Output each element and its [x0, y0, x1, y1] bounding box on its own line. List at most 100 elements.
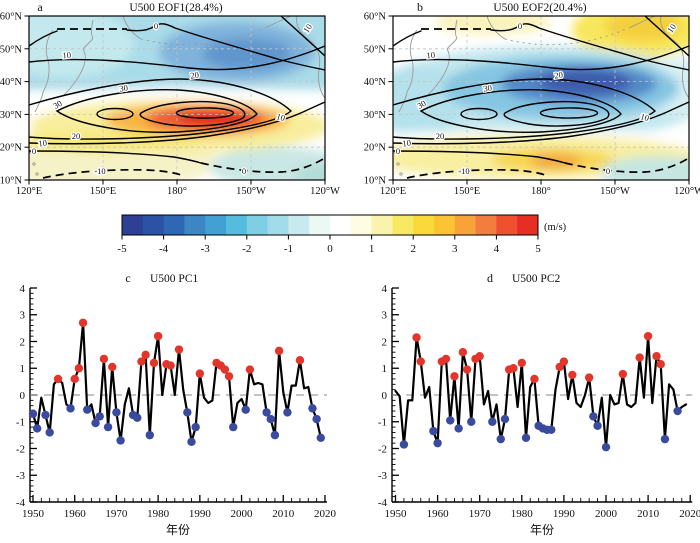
x-tick-label: 1990	[553, 508, 576, 520]
map-y-tick-label: 10°N	[0, 176, 22, 187]
contour-label: 20	[72, 131, 81, 141]
map-y-tick-label: 10°N	[364, 176, 387, 187]
y-tick-label: -4	[378, 497, 388, 509]
contour-label: 0	[242, 166, 246, 176]
colorbar-segment	[205, 215, 227, 235]
negative-anomaly-dot	[270, 430, 280, 440]
contour-label: 10	[426, 50, 435, 61]
map-y-tick-label: 40°N	[0, 77, 22, 88]
colorbar-segment	[434, 215, 456, 235]
colorbar-segment	[330, 215, 352, 235]
negative-anomaly-dot	[429, 426, 438, 436]
colorbar-unit: (m/s)	[544, 222, 567, 233]
negative-anomaly-dot	[133, 413, 142, 422]
positive-anomaly-dot	[99, 354, 109, 364]
positive-anomaly-dot	[530, 374, 539, 384]
map-x-tick-label: 120°E	[16, 186, 42, 197]
negative-anomaly-dot	[500, 414, 510, 424]
colorbar-segment	[226, 215, 248, 235]
positive-anomaly-dot	[245, 365, 255, 374]
map-y-tick-label: 60°N	[0, 12, 22, 23]
map-y-tick-label: 50°N	[364, 44, 387, 55]
contour-label: 20	[554, 69, 564, 80]
colorbar-segment	[163, 215, 185, 235]
negative-anomaly-dot	[660, 434, 670, 444]
negative-anomaly-dot	[191, 422, 200, 432]
y-tick-label: -4	[16, 497, 26, 509]
positive-anomaly-dot	[450, 372, 459, 381]
negative-anomaly-dot	[241, 405, 250, 414]
map-b-axes: 120°E 150°E 180° 150°W 120°W 60°N 50°N 40°N 30°N…	[364, 12, 700, 198]
y-tick-label: -1	[378, 417, 387, 429]
colorbar-segment	[371, 215, 393, 235]
negative-anomaly-dot	[521, 433, 531, 442]
positive-anomaly-dot	[416, 357, 425, 366]
negative-anomaly-dot	[316, 433, 325, 442]
x-tick-label: 2010	[637, 508, 660, 520]
contour-label: 0	[396, 146, 400, 156]
colorbar: -5 -4 -3 -2 -1 0 1 2 3 4 5	[117, 214, 541, 255]
positive-anomaly-dot	[137, 357, 146, 366]
colorbar-tick-label: 2	[410, 243, 416, 255]
positive-anomaly-dot	[568, 370, 577, 380]
negative-anomaly-dot	[308, 404, 317, 413]
colorbar-segment	[350, 215, 373, 235]
positive-anomaly-dot	[643, 331, 653, 341]
x-tick-label: 1980	[147, 508, 170, 520]
contour-label: -10	[458, 166, 469, 176]
positive-anomaly-dot	[70, 374, 79, 384]
panel-letter-a: a	[37, 0, 43, 14]
negative-anomaly-dot	[433, 438, 442, 448]
xaxis-label-c: 年份	[166, 523, 190, 537]
y-tick-label: 2	[382, 336, 388, 348]
contour-label: 0	[606, 166, 610, 176]
x-tick-label: 1960	[64, 508, 87, 520]
map-x-tick-label: 150°W	[236, 186, 266, 197]
contour-label: 0	[518, 21, 522, 31]
colorbar-tick-label: 5	[535, 243, 541, 255]
colorbar-segment	[517, 215, 539, 235]
negative-anomaly-dot	[262, 408, 271, 417]
y-tick-label: -3	[16, 470, 26, 482]
negative-anomaly-dot	[283, 408, 292, 417]
x-tick-label: 1950	[22, 508, 45, 520]
contour-label: 20	[190, 69, 200, 80]
positive-anomaly-dot	[224, 372, 234, 381]
map-x-tick-label: 120°E	[380, 186, 406, 197]
negative-anomaly-dot	[32, 424, 42, 433]
negative-anomaly-dot	[547, 425, 556, 434]
negative-anomaly-dot	[95, 412, 104, 421]
x-tick-label: 1960	[427, 508, 450, 520]
negative-anomaly-dot	[145, 430, 154, 440]
colorbar-tick-label: -4	[159, 243, 169, 255]
negative-anomaly-dot	[266, 414, 275, 424]
positive-anomaly-dot	[517, 358, 526, 368]
map-y-tick-label: 30°N	[0, 110, 22, 121]
y-tick-label: -2	[16, 443, 25, 455]
positive-anomaly-dot	[475, 352, 484, 361]
positive-anomaly-dot	[635, 353, 644, 362]
y-tick-label: -3	[378, 470, 388, 482]
map-x-tick-label: 120°W	[310, 186, 340, 197]
positive-anomaly-dot	[584, 373, 594, 382]
negative-anomaly-dot	[45, 428, 54, 437]
positive-anomaly-dot	[559, 357, 569, 366]
colorbar-tick-label: 0	[327, 243, 333, 255]
colorbar-segment	[267, 215, 289, 235]
panel-title-b: U500 EOF2(20.4%)	[493, 2, 586, 14]
xaxis-label-d: 年份	[530, 523, 554, 537]
contour-label: 0	[32, 146, 36, 156]
negative-anomaly-dot	[91, 418, 100, 428]
contour-label: 10	[38, 138, 47, 149]
colorbar-segment	[142, 215, 165, 235]
x-tick-label: 1970	[469, 508, 492, 520]
positive-anomaly-dot	[412, 333, 421, 342]
negative-anomaly-dot	[112, 408, 121, 417]
panel-title-c: U500 PC1	[150, 273, 198, 285]
positive-anomaly-dot	[149, 358, 159, 368]
positive-anomaly-dot	[78, 318, 88, 327]
contour-label: 20	[436, 131, 445, 141]
colorbar-tick-label: -5	[117, 243, 127, 255]
